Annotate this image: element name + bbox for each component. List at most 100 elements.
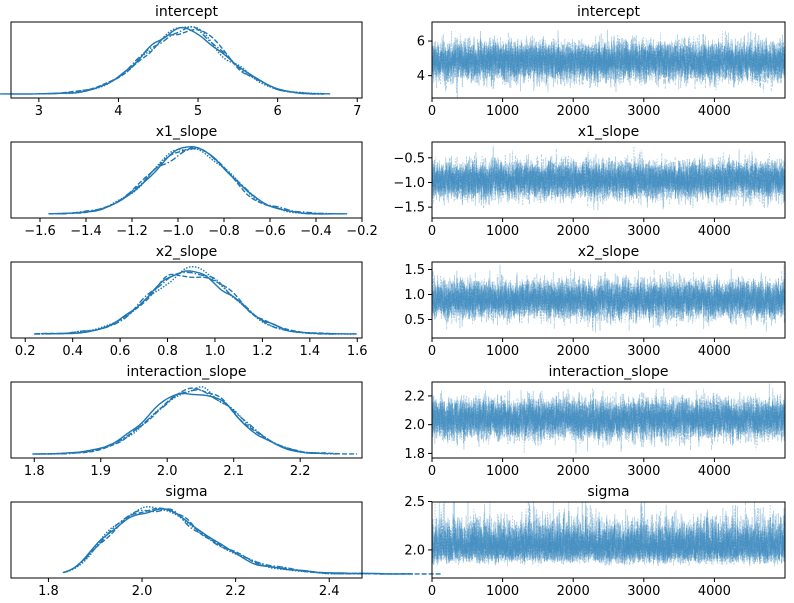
trace-line-chain-2 bbox=[432, 30, 785, 94]
kde-line-chain-0 bbox=[40, 270, 357, 335]
trace-x-tick-label: 0 bbox=[428, 344, 436, 359]
trace-x-tick-label: 1000 bbox=[486, 464, 519, 479]
kde-axes-frame bbox=[10, 261, 363, 339]
row-sigma: 1.8 2.0 2.2 2.4 sigma 0 1000 2000 3000 4000 2.0 2.5… bbox=[10, 484, 786, 599]
trace-line-chain-0 bbox=[432, 29, 785, 98]
kde-x-tick-label: −1.2 bbox=[116, 224, 148, 239]
trace-panel-interaction_slope: 0 1000 2000 3000 4000 1.8 2.0 2.2 interaction_sl… bbox=[404, 364, 786, 479]
trace-y-tick-label: 2.0 bbox=[404, 543, 425, 558]
kde-x-tick-label: 2.0 bbox=[132, 584, 153, 599]
trace-x-tick-label: 1000 bbox=[486, 104, 519, 119]
trace-line-chain-3 bbox=[432, 269, 785, 333]
trace-y-tick-label: 1.8 bbox=[404, 447, 425, 462]
kde-line-chain-1 bbox=[40, 387, 358, 455]
kde-line-chain-1 bbox=[48, 146, 323, 215]
kde-line-chain-2 bbox=[66, 505, 394, 575]
kde-axes-frame bbox=[10, 21, 363, 99]
kde-line-chain-3 bbox=[49, 389, 338, 455]
trace-line-chain-0 bbox=[432, 264, 785, 332]
kde-line-chain-0 bbox=[62, 508, 413, 575]
trace-line-chain-2 bbox=[432, 502, 785, 566]
trace-x-tick-label: 4000 bbox=[698, 224, 731, 239]
trace-axes-frame bbox=[431, 501, 786, 579]
kde-x-tick-label: 2.4 bbox=[319, 584, 340, 599]
trace-x-tick-label: 3000 bbox=[627, 584, 660, 599]
trace-y-tick-label: 1.0 bbox=[404, 288, 425, 303]
kde-x-tick-label: 2.2 bbox=[225, 584, 246, 599]
trace-title: x1_slope bbox=[578, 124, 639, 140]
kde-panel-x1_slope: −1.6 −1.4 −1.2 −1.0 −0.8 −0.6 −0.4 −0.2 x1_slope bbox=[10, 124, 378, 239]
kde-line-chain-2 bbox=[35, 385, 334, 455]
kde-x-tick-label: 3 bbox=[35, 104, 43, 119]
trace-line-chain-0 bbox=[432, 502, 785, 567]
trace-line-chain-2 bbox=[432, 146, 785, 209]
trace-x-tick-label: 4000 bbox=[698, 344, 731, 359]
kde-x-tick-label: 2.0 bbox=[157, 464, 178, 479]
kde-line-chain-1 bbox=[47, 28, 324, 95]
trace-axes-frame bbox=[431, 261, 786, 339]
trace-line-chain-1 bbox=[432, 268, 785, 333]
trace-line-chain-2 bbox=[432, 388, 785, 454]
trace-y-tick-label: −1.0 bbox=[393, 176, 425, 191]
trace-line-chain-1 bbox=[432, 151, 785, 211]
trace-line-chain-3 bbox=[432, 502, 785, 567]
kde-title: sigma bbox=[165, 484, 207, 500]
kde-line-chain-3 bbox=[64, 508, 371, 575]
trace-line-chain-3 bbox=[432, 31, 785, 93]
trace-x-tick-label: 1000 bbox=[486, 344, 519, 359]
kde-x-tick-label: −0.2 bbox=[346, 224, 378, 239]
kde-x-tick-label: −1.6 bbox=[24, 224, 56, 239]
kde-axes-frame bbox=[10, 141, 363, 219]
kde-line-chain-1 bbox=[62, 507, 441, 575]
kde-x-tick-label: 4 bbox=[114, 104, 122, 119]
kde-title: x2_slope bbox=[156, 244, 217, 260]
trace-line-chain-1 bbox=[432, 383, 785, 453]
kde-x-tick-label: 1.9 bbox=[90, 464, 111, 479]
trace-line-chain-0 bbox=[432, 146, 785, 211]
trace-title: sigma bbox=[587, 484, 629, 500]
kde-panel-x2_slope: 0.2 0.4 0.6 0.8 1.0 1.2 1.4 1.6 x2_slope bbox=[10, 244, 368, 359]
kde-line-chain-0 bbox=[49, 145, 348, 215]
trace-x-tick-label: 2000 bbox=[557, 464, 590, 479]
trace-panel-x2_slope: 0 1000 2000 3000 4000 0.5 1.0 1.5 x2_slope bbox=[404, 244, 786, 359]
trace-x-tick-label: 3000 bbox=[627, 464, 660, 479]
trace-x-tick-label: 3000 bbox=[627, 224, 660, 239]
kde-line-chain-3 bbox=[41, 26, 324, 95]
trace-line-chain-1 bbox=[432, 502, 785, 567]
kde-line-chain-0 bbox=[32, 392, 327, 455]
trace-y-tick-label: 2.0 bbox=[404, 418, 425, 433]
trace-x-tick-label: 0 bbox=[428, 464, 436, 479]
row-x1_slope: −1.6 −1.4 −1.2 −1.0 −0.8 −0.6 −0.4 −0.2 x1_slope… bbox=[10, 124, 786, 239]
trace-line-chain-1 bbox=[432, 30, 785, 92]
trace-title: x2_slope bbox=[578, 244, 639, 260]
kde-line-chain-3 bbox=[34, 271, 336, 335]
trace-panel-x1_slope: 0 1000 2000 3000 4000 −1.5 −1.0 −0.5 x1_slope bbox=[393, 124, 786, 239]
trace-x-tick-label: 4000 bbox=[698, 584, 731, 599]
kde-panel-interaction_slope: 1.8 1.9 2.0 2.1 2.2 interaction_slope bbox=[10, 364, 363, 479]
trace-y-tick-label: 2.5 bbox=[404, 495, 425, 510]
kde-x-tick-label: −0.8 bbox=[208, 224, 240, 239]
trace-axes-frame bbox=[431, 381, 786, 459]
kde-axes-frame bbox=[10, 501, 363, 579]
trace-axes-frame bbox=[431, 21, 786, 99]
kde-x-tick-label: −0.4 bbox=[300, 224, 332, 239]
trace-x-tick-label: 0 bbox=[428, 584, 436, 599]
trace-x-tick-label: 1000 bbox=[486, 224, 519, 239]
trace-y-tick-label: 4 bbox=[417, 69, 425, 84]
kde-title: intercept bbox=[155, 4, 219, 20]
kde-x-tick-label: 0.8 bbox=[157, 344, 178, 359]
kde-panel-intercept: 3 4 5 6 7 intercept bbox=[0, 4, 363, 119]
kde-x-tick-label: 1.0 bbox=[205, 344, 226, 359]
kde-title: x1_slope bbox=[156, 124, 217, 140]
kde-x-tick-label: 1.2 bbox=[252, 344, 273, 359]
trace-x-tick-label: 1000 bbox=[486, 584, 519, 599]
kde-x-tick-label: 0.4 bbox=[62, 344, 83, 359]
kde-x-tick-label: 1.8 bbox=[38, 584, 59, 599]
trace-y-tick-label: 1.5 bbox=[404, 263, 425, 278]
trace-x-tick-label: 2000 bbox=[557, 104, 590, 119]
trace-title: intercept bbox=[577, 4, 641, 20]
trace-y-tick-label: −0.5 bbox=[393, 151, 425, 166]
trace-panel-sigma: 0 1000 2000 3000 4000 2.0 2.5 sigma bbox=[404, 484, 786, 599]
kde-x-tick-label: −1.0 bbox=[162, 224, 194, 239]
